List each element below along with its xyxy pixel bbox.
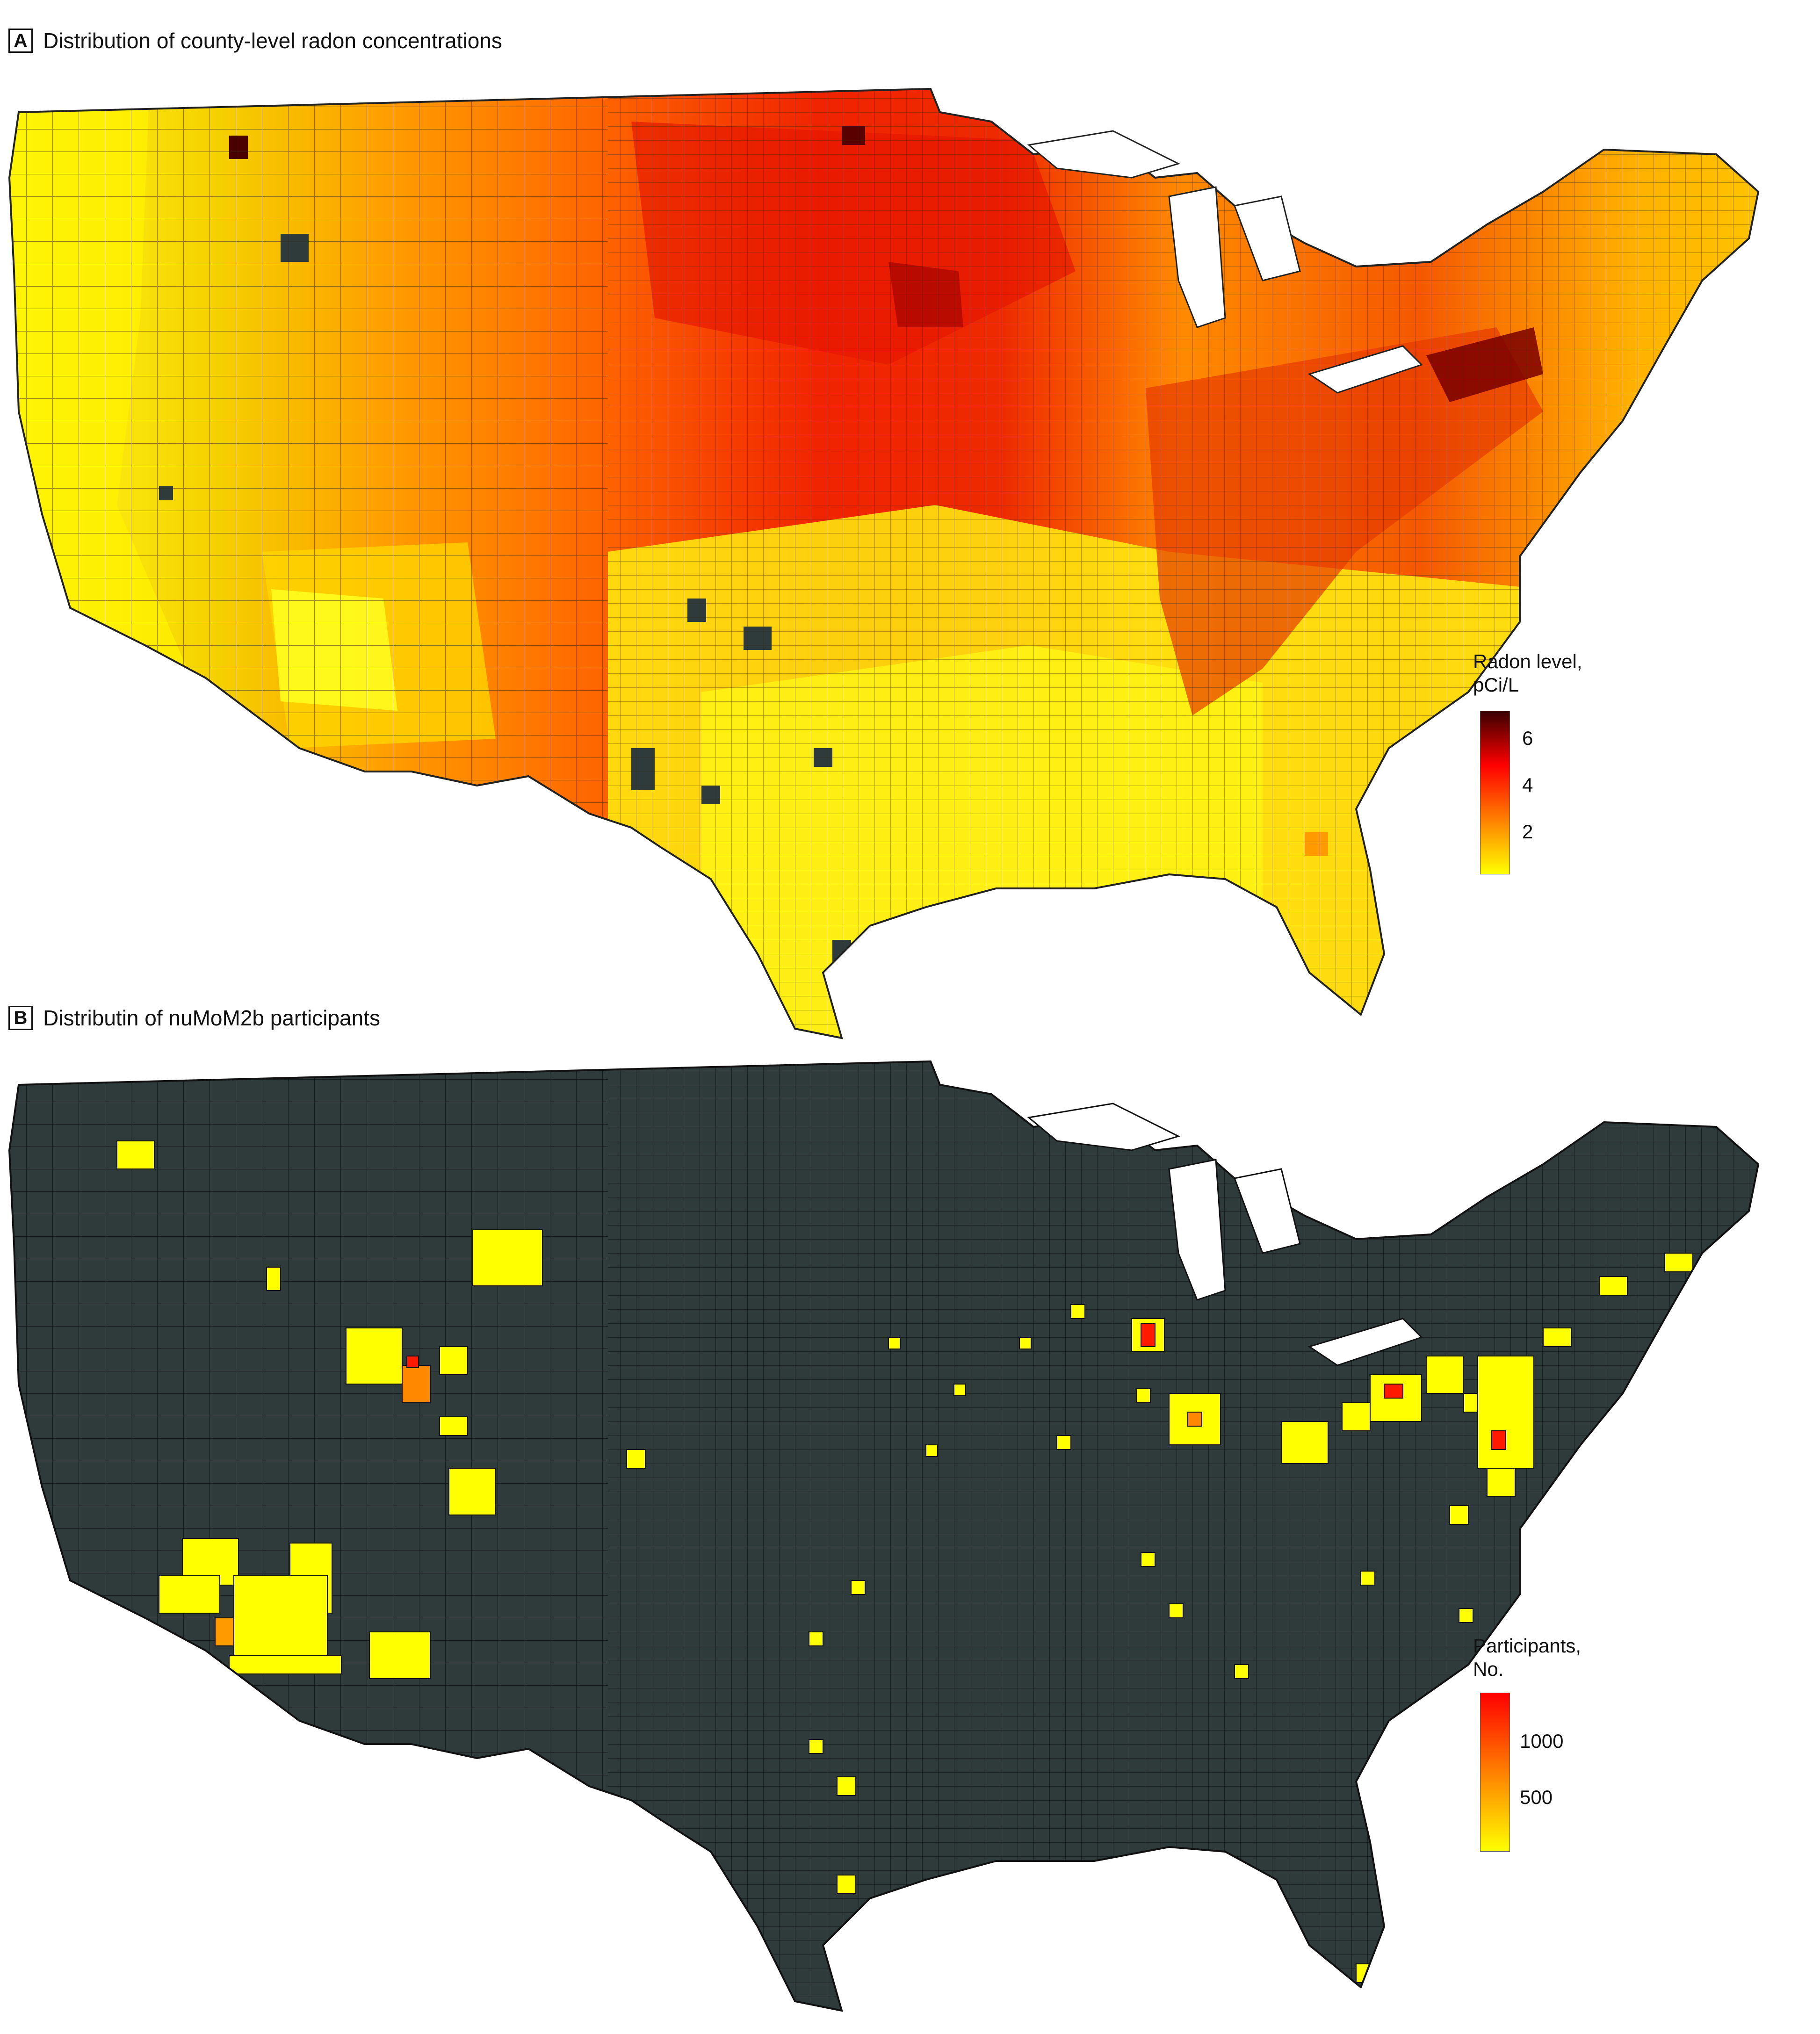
participants-legend-title-line1: Participants, <box>1473 1635 1582 1657</box>
panel-b-letter: B <box>8 1006 33 1030</box>
participants-choropleth <box>9 1061 1758 2011</box>
panel-a-letter: A <box>8 29 33 53</box>
participant-counties <box>116 1140 1693 1983</box>
great-lakes-b <box>1027 1103 1423 1366</box>
participants-legend-tick-500: 500 <box>1520 1786 1553 1808</box>
radon-legend-title-line2: pCi/L <box>1473 674 1519 696</box>
radon-choropleth <box>9 89 1758 1038</box>
panel-a-title: Distribution of county-level radon conce… <box>43 29 502 53</box>
panel-b-header: B Distributin of nuMoM2b participants <box>8 1005 380 1031</box>
radon-legend-tick-2: 2 <box>1522 821 1533 843</box>
panel-a-header: A Distribution of county-level radon con… <box>8 28 502 53</box>
radon-legend-title-line1: Radon level, <box>1473 650 1582 672</box>
participants-legend-title-line2: No. <box>1473 1658 1504 1680</box>
panel-b-title: Distributin of nuMoM2b participants <box>43 1006 380 1030</box>
participants-legend-colorbar <box>1480 1693 1510 1852</box>
radon-legend-colorbar <box>1480 711 1510 874</box>
radon-legend-title: Radon level, pCi/L <box>1473 650 1582 697</box>
participants-legend-tick-1000: 1000 <box>1520 1730 1564 1752</box>
radon-map <box>8 88 1759 1039</box>
participants-map <box>8 1060 1759 2012</box>
great-lakes <box>1027 130 1423 394</box>
participants-legend-title: Participants, No. <box>1473 1634 1581 1681</box>
radon-legend-tick-6: 6 <box>1522 727 1533 749</box>
radon-legend-tick-4: 4 <box>1522 774 1533 796</box>
